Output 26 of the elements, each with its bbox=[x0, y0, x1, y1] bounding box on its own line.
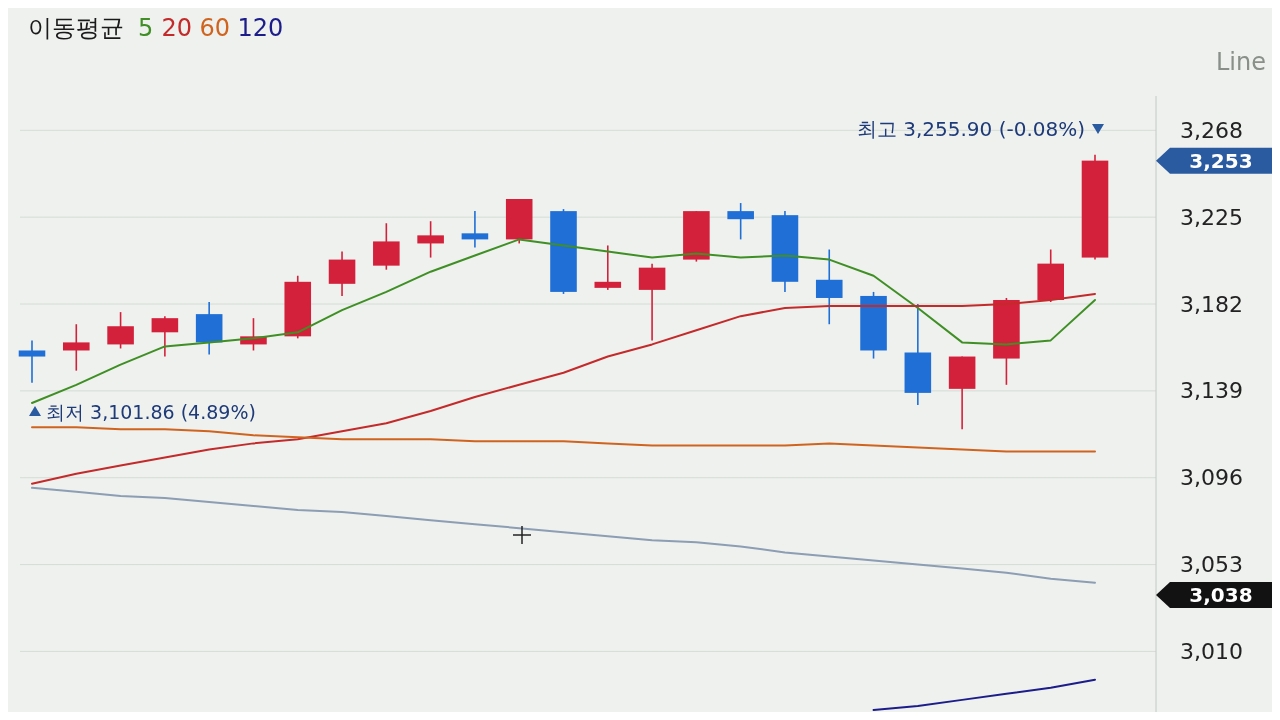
y-tick-label: 3,182 bbox=[1180, 291, 1243, 317]
text: 3,253 bbox=[1189, 148, 1253, 173]
y-tick-label: 3,268 bbox=[1180, 117, 1243, 143]
y-tick-label: 3,096 bbox=[1180, 465, 1243, 491]
y-tick-label: 3,139 bbox=[1180, 378, 1243, 404]
text: 3,038 bbox=[1189, 583, 1253, 607]
line-series bbox=[872, 678, 1096, 711]
text: 5 bbox=[138, 14, 154, 42]
y-tick-label: 3,010 bbox=[1180, 638, 1243, 664]
y-tick-label: 3,225 bbox=[1180, 204, 1243, 230]
text: Line bbox=[1216, 48, 1267, 76]
candlestick bbox=[594, 244, 622, 291]
y-tick-label: 3,053 bbox=[1180, 552, 1243, 578]
text: 60 bbox=[199, 14, 231, 42]
text: 120 bbox=[237, 14, 284, 42]
legend-title: 이동평균 bbox=[28, 14, 124, 42]
annotation: 최저 3,101.86 (4.89%) bbox=[46, 401, 256, 423]
candlestick bbox=[18, 339, 46, 384]
annotation: 최고 3,255.90 (-0.08%) bbox=[856, 117, 1085, 141]
candlestick bbox=[461, 210, 489, 249]
line-series bbox=[31, 292, 1096, 485]
line-series bbox=[31, 238, 1096, 404]
line-series bbox=[31, 486, 1096, 584]
candlestick bbox=[727, 202, 754, 241]
text: 20 bbox=[161, 14, 193, 42]
line-series bbox=[31, 426, 1096, 453]
